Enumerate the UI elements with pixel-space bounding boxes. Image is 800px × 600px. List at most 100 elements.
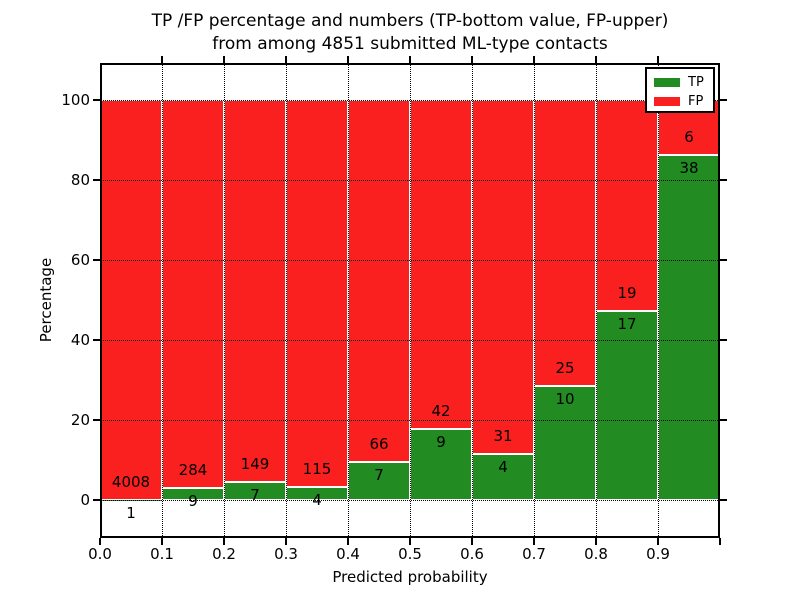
- x-tick-bottom-4: [347, 538, 349, 545]
- chart-title-line2: from among 4851 submitted ML-type contac…: [212, 34, 608, 54]
- v-gridline-0.9: [658, 63, 659, 538]
- x-tick-label-0.3: 0.3: [274, 545, 298, 563]
- fp-count-label-4: 66: [369, 434, 389, 453]
- tp-count-label-4: 7: [374, 465, 384, 484]
- y-tick-left-0: [93, 499, 100, 501]
- bar-segment-fp-4: [348, 100, 410, 462]
- x-axis-label: Predicted probability: [332, 568, 488, 586]
- y-tick-label-80: 80: [70, 171, 90, 189]
- fp-count-label-0: 4008: [111, 472, 151, 491]
- y-tick-left-20: [93, 419, 100, 421]
- x-tick-label-0.9: 0.9: [646, 545, 670, 563]
- y-tick-label-100: 100: [61, 91, 90, 109]
- y-axis-label: Percentage: [37, 257, 55, 343]
- x-tick-bottom-0: [99, 538, 101, 545]
- fp-count-label-8: 19: [617, 284, 637, 303]
- tp-count-label-2: 7: [250, 486, 260, 505]
- x-tick-top-1: [161, 56, 163, 63]
- fp-color-swatch: [654, 97, 680, 106]
- tp-count-label-5: 9: [436, 433, 446, 452]
- tp-color-swatch: [654, 78, 680, 87]
- bar-segment-tp-7: [534, 385, 596, 500]
- x-tick-top-4: [347, 56, 349, 63]
- tp-count-label-6: 4: [498, 458, 508, 477]
- chart-title-line1: TP /FP percentage and numbers (TP-bottom…: [151, 11, 669, 31]
- x-tick-top-9: [657, 56, 659, 63]
- bar-segment-tp-5: [410, 429, 472, 500]
- x-tick-bottom-1: [161, 538, 163, 545]
- x-tick-label-0.4: 0.4: [336, 545, 360, 563]
- fp-count-label-1: 284: [178, 460, 208, 479]
- x-tick-label-0.2: 0.2: [212, 545, 236, 563]
- v-gridline-0.8: [596, 63, 597, 538]
- x-tick-top-2: [223, 56, 225, 63]
- v-gridline-0.7: [534, 63, 535, 538]
- bar-segment-fp-5: [410, 100, 472, 430]
- tp-count-label-1: 9: [188, 491, 198, 510]
- y-tick-left-100: [93, 99, 100, 101]
- bar-segment-fp-0: [100, 100, 162, 500]
- legend-label-tp: TP: [688, 75, 704, 90]
- fp-count-label-3: 115: [302, 459, 332, 478]
- x-tick-top-7: [533, 56, 535, 63]
- x-tick-label-0.5: 0.5: [398, 545, 422, 563]
- y-tick-right-80: [720, 179, 727, 181]
- x-tick-bottom-8: [595, 538, 597, 545]
- bar-segment-fp-6: [472, 100, 534, 455]
- y-tick-label-0: 0: [80, 491, 90, 509]
- y-tick-label-40: 40: [70, 331, 90, 349]
- fp-count-label-6: 31: [493, 427, 513, 446]
- y-tick-left-80: [93, 179, 100, 181]
- tp-count-label-8: 17: [617, 315, 637, 334]
- tp-count-label-9: 38: [679, 158, 699, 177]
- legend: TP FP: [645, 67, 715, 113]
- bar-segment-fp-2: [224, 100, 286, 483]
- y-tick-right-0: [720, 499, 727, 501]
- x-tick-top-6: [471, 56, 473, 63]
- fp-count-label-5: 42: [431, 402, 451, 421]
- v-gridline-0.1: [162, 63, 163, 538]
- x-tick-label-0.7: 0.7: [522, 545, 546, 563]
- x-tick-label-0.8: 0.8: [584, 545, 608, 563]
- legend-label-fp: FP: [688, 94, 704, 109]
- y-tick-right-100: [720, 99, 727, 101]
- x-tick-label-0.6: 0.6: [460, 545, 484, 563]
- fp-count-label-2: 149: [240, 455, 270, 474]
- tp-count-label-3: 4: [312, 490, 322, 509]
- v-gridline-0.5: [410, 63, 411, 538]
- x-tick-label-0.0: 0.0: [88, 545, 112, 563]
- bar-segment-fp-1: [162, 100, 224, 488]
- x-tick-bottom-9: [657, 538, 659, 545]
- y-tick-label-20: 20: [70, 411, 90, 429]
- v-gridline-0.4: [348, 63, 349, 538]
- bar-segment-tp-8: [596, 311, 658, 500]
- chart-title: TP /FP percentage and numbers (TP-bottom…: [90, 10, 730, 56]
- v-gridline-0.3: [286, 63, 287, 538]
- legend-row-fp: FP: [654, 92, 708, 111]
- y-tick-right-40: [720, 339, 727, 341]
- y-tick-label-60: 60: [70, 251, 90, 269]
- v-gridline-0.6: [472, 63, 473, 538]
- fp-count-label-9: 6: [684, 127, 694, 146]
- x-tick-bottom-2: [223, 538, 225, 545]
- tp-count-label-0: 1: [126, 503, 136, 522]
- tp-count-label-7: 10: [555, 389, 575, 408]
- x-tick-bottom-6: [471, 538, 473, 545]
- x-tick-bottom-7: [533, 538, 535, 545]
- x-tick-top-5: [409, 56, 411, 63]
- x-tick-top-3: [285, 56, 287, 63]
- fp-count-label-7: 25: [555, 358, 575, 377]
- bar-segment-tp-6: [472, 454, 534, 500]
- x-tick-bottom-3: [285, 538, 287, 545]
- y-tick-left-40: [93, 339, 100, 341]
- bar-segment-fp-3: [286, 100, 348, 487]
- bar-segment-fp-7: [534, 100, 596, 386]
- y-tick-right-20: [720, 419, 727, 421]
- y-tick-left-60: [93, 259, 100, 261]
- x-tick-bottom-10: [719, 538, 721, 545]
- y-tick-right-60: [720, 259, 727, 261]
- x-tick-label-0.1: 0.1: [150, 545, 174, 563]
- x-tick-bottom-5: [409, 538, 411, 545]
- plot-area: 4008 1 284 9 149 7 115 4 66 7 42 9 31 4 25 10 19 17 6 38: [100, 63, 720, 538]
